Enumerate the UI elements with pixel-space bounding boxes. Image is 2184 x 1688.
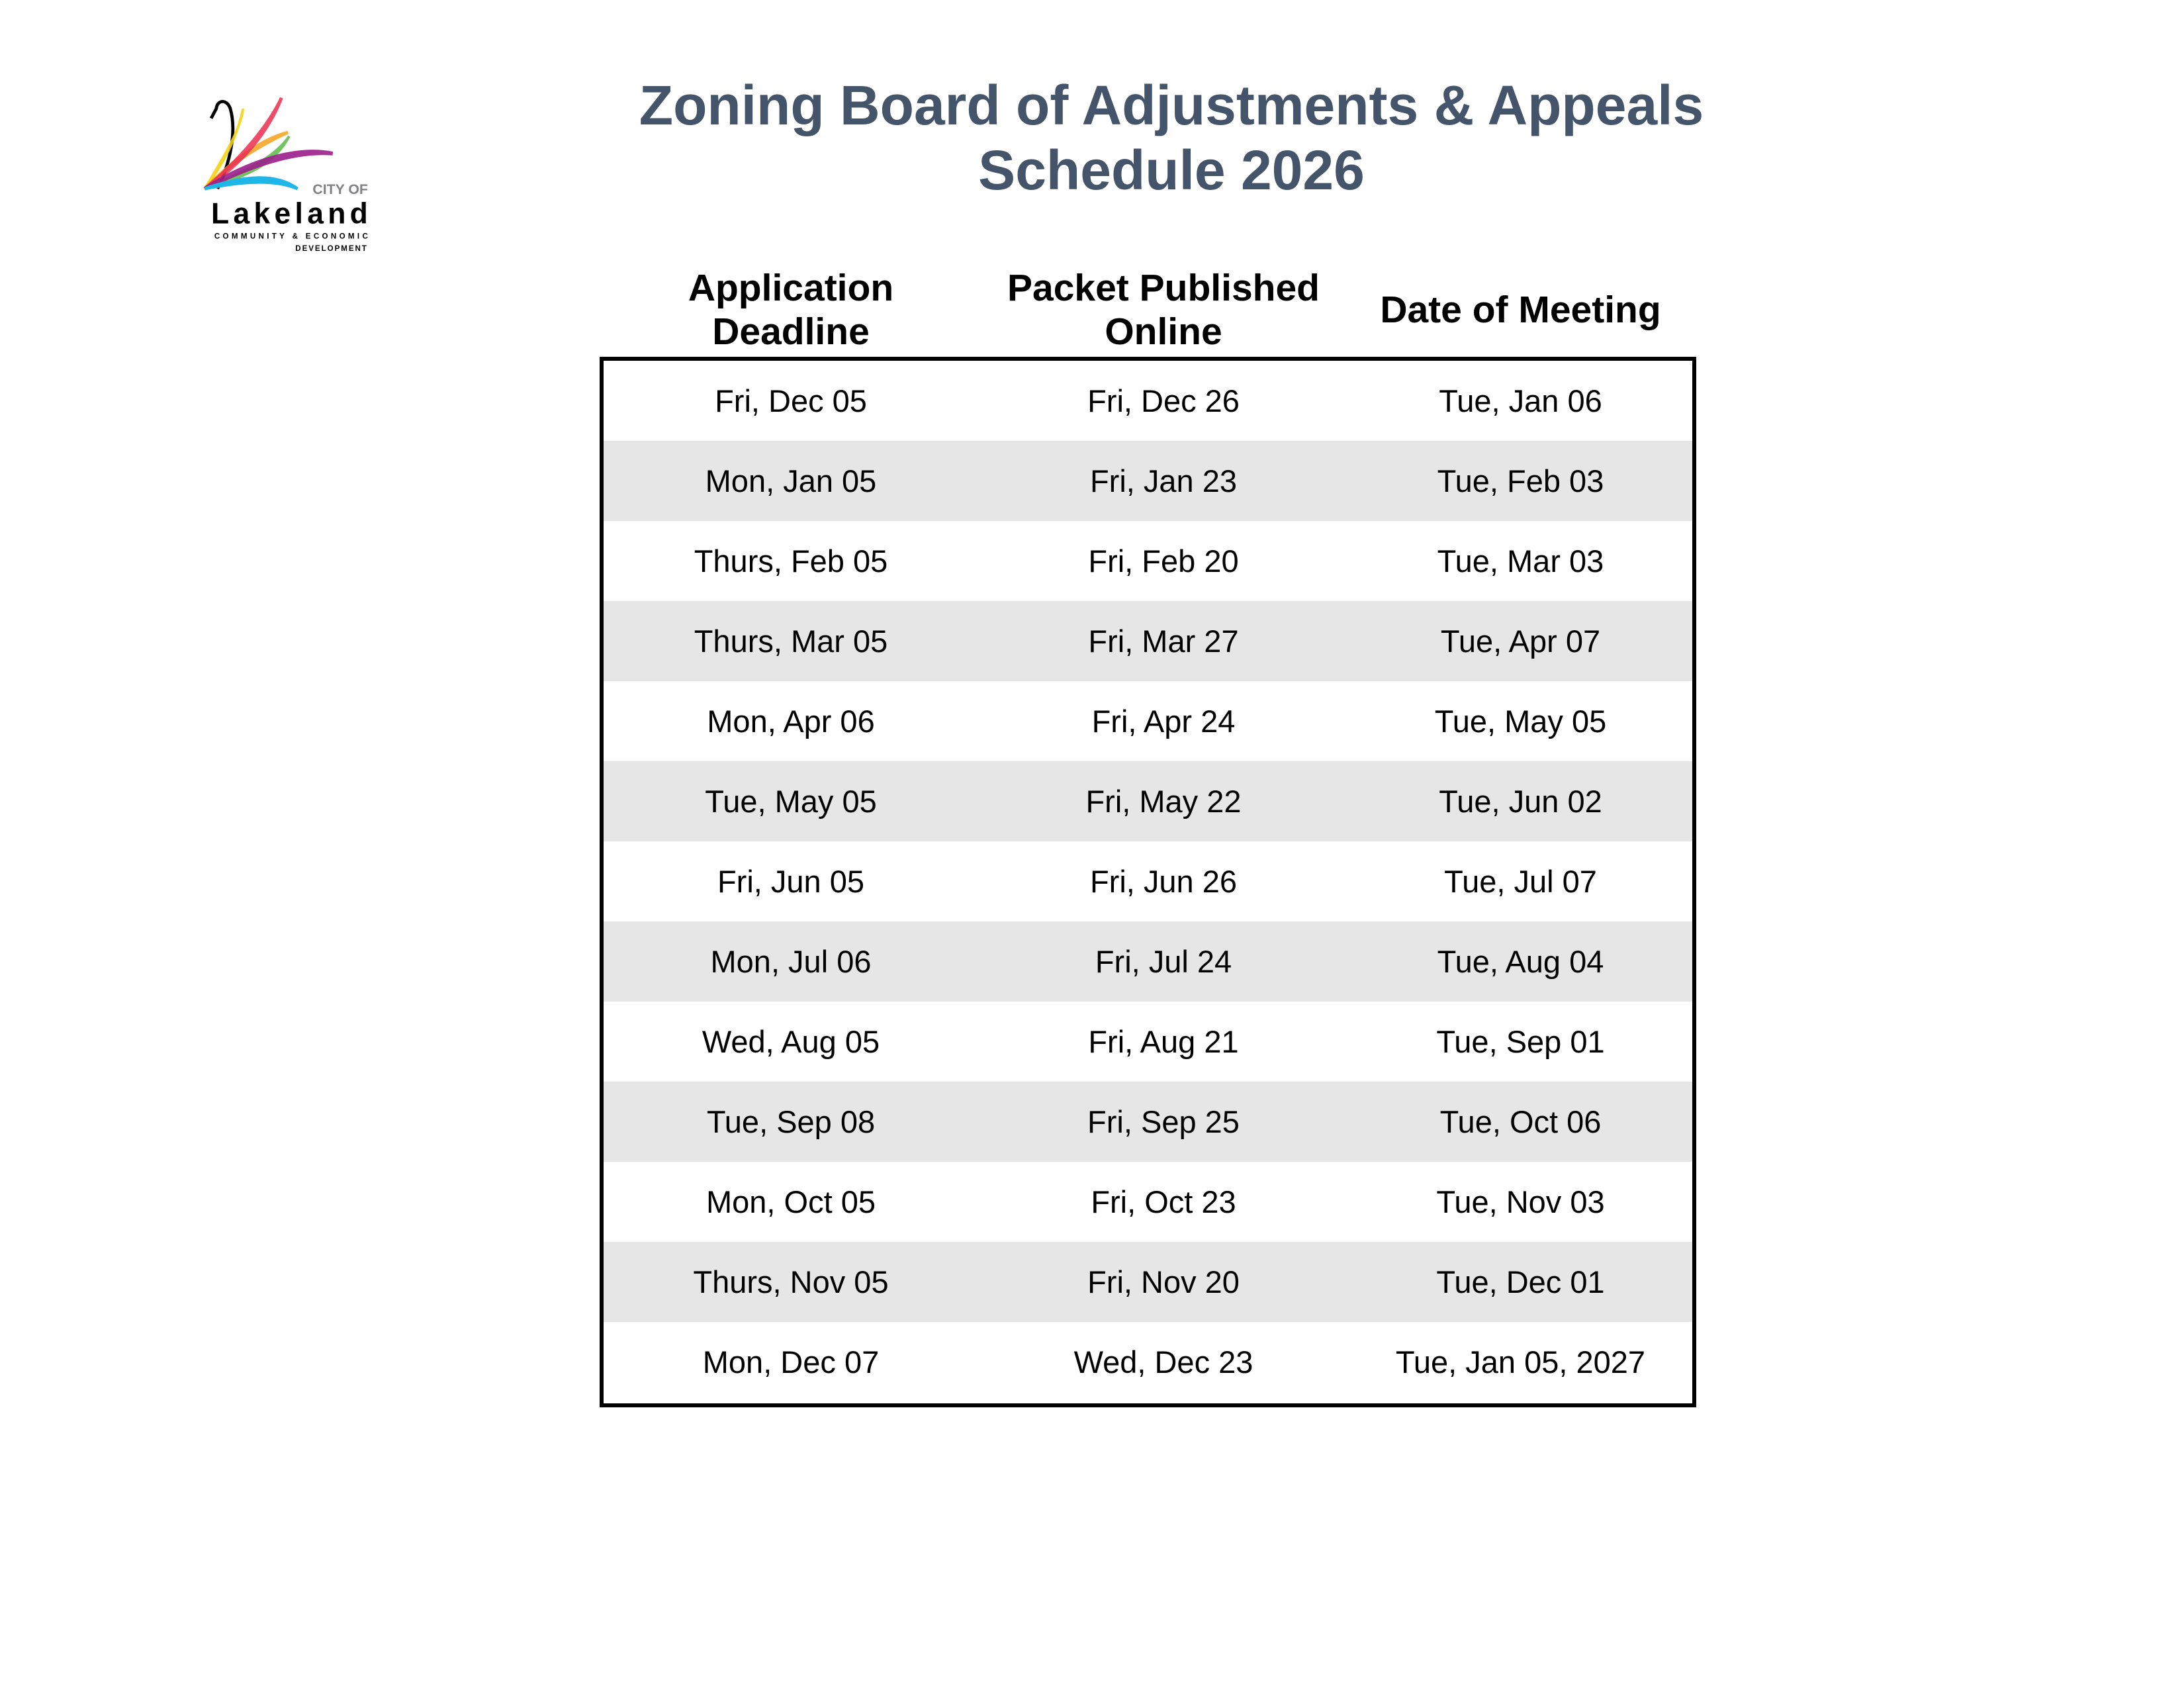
logo-development: DEVELOPMENT <box>295 244 368 253</box>
application-deadline-cell: Tue, May 05 <box>705 784 877 819</box>
title-line-1: Zoning Board of Adjustments & Appeals <box>639 74 1704 136</box>
table-row: Wed, Aug 05 Fri, Aug 21 Tue, Sep 01 <box>604 1002 1692 1082</box>
application-deadline-cell: Mon, Dec 07 <box>702 1344 880 1380</box>
packet-published-cell: Fri, Mar 27 <box>1088 624 1239 659</box>
table-row: Mon, Jul 06 Fri, Jul 24 Tue, Aug 04 <box>604 921 1692 1002</box>
meeting-date-cell: Tue, Jan 06 <box>1439 383 1602 418</box>
header-text: Date of Meeting <box>1380 288 1661 331</box>
table-row: Mon, Apr 06 Fri, Apr 24 Tue, May 05 <box>604 681 1692 761</box>
logo-community: COMMUNITY & ECONOMIC <box>214 232 369 240</box>
header-text: Deadline <box>712 310 870 353</box>
application-deadline-cell: Mon, Oct 05 <box>706 1184 876 1219</box>
page-title: Zoning Board of Adjustments & Appeals Sc… <box>463 73 1880 203</box>
meeting-date-cell: Tue, Jul 07 <box>1444 864 1597 899</box>
packet-published-cell: Fri, May 22 <box>1085 784 1242 819</box>
meeting-date-cell: Tue, Nov 03 <box>1436 1184 1605 1219</box>
application-deadline-cell: Fri, Jun 05 <box>717 864 865 899</box>
meeting-date-cell: Tue, Apr 07 <box>1440 624 1601 659</box>
header-packet-published: Packet Published Online <box>978 265 1349 354</box>
packet-published-cell: Fri, Sep 25 <box>1087 1104 1240 1139</box>
packet-published-cell: Fri, Jan 23 <box>1089 463 1238 498</box>
meeting-date-cell: Tue, Jun 02 <box>1439 784 1602 819</box>
title-line-2: Schedule 2026 <box>978 139 1365 201</box>
application-deadline-cell: Fri, Dec 05 <box>715 383 867 418</box>
table-row: Mon, Jan 05 Fri, Jan 23 Tue, Feb 03 <box>604 441 1692 521</box>
packet-published-cell: Fri, Nov 20 <box>1087 1264 1240 1299</box>
application-deadline-cell: Thurs, Nov 05 <box>693 1264 889 1299</box>
table-row: Fri, Jun 05 Fri, Jun 26 Tue, Jul 07 <box>604 841 1692 921</box>
packet-published-cell: Fri, Jul 24 <box>1095 944 1232 979</box>
meeting-date-cell: Tue, Mar 03 <box>1437 543 1604 579</box>
meeting-date-cell: Tue, May 05 <box>1434 704 1607 739</box>
packet-published-cell: Fri, Oct 23 <box>1091 1184 1236 1219</box>
application-deadline-cell: Thurs, Mar 05 <box>694 624 888 659</box>
city-of-lakeland-logo: CITY OF Lakeland COMMUNITY & ECONOMIC DE… <box>203 97 369 253</box>
table-row: Mon, Oct 05 Fri, Oct 23 Tue, Nov 03 <box>604 1162 1692 1242</box>
table-row: Mon, Dec 07 Wed, Dec 23 Tue, Jan 05, 2027 <box>604 1322 1692 1402</box>
table-row: Tue, May 05 Fri, May 22 Tue, Jun 02 <box>604 761 1692 841</box>
table-row: Thurs, Nov 05 Fri, Nov 20 Tue, Dec 01 <box>604 1242 1692 1322</box>
table-row: Thurs, Mar 05 Fri, Mar 27 Tue, Apr 07 <box>604 601 1692 681</box>
table-header: Application Deadline Packet Published Onli… <box>604 265 1692 354</box>
table-row: Tue, Sep 08 Fri, Sep 25 Tue, Oct 06 <box>604 1082 1692 1162</box>
meeting-date-cell: Tue, Jan 05, 2027 <box>1395 1344 1646 1380</box>
logo-lakeland: Lakeland <box>211 197 368 230</box>
meeting-date-cell: Tue, Sep 01 <box>1436 1024 1605 1059</box>
packet-published-cell: Fri, Dec 26 <box>1087 383 1240 418</box>
application-deadline-cell: Tue, Sep 08 <box>706 1104 876 1139</box>
packet-published-cell: Fri, Jun 26 <box>1089 864 1238 899</box>
meeting-date-cell: Tue, Oct 06 <box>1439 1104 1602 1139</box>
table-row: Fri, Dec 05 Fri, Dec 26 Tue, Jan 06 <box>604 361 1692 441</box>
header-text: Online <box>1105 310 1222 353</box>
application-deadline-cell: Wed, Aug 05 <box>702 1024 880 1059</box>
header-text: Packet Published <box>1007 266 1320 309</box>
header-application-deadline: Application Deadline <box>604 265 978 354</box>
table-row: Thurs, Feb 05 Fri, Feb 20 Tue, Mar 03 <box>604 521 1692 601</box>
schedule-table: Fri, Dec 05 Fri, Dec 26 Tue, Jan 06 Mon, Ja… <box>600 357 1696 1407</box>
packet-published-cell: Fri, Apr 24 <box>1091 704 1236 739</box>
logo-city-of: CITY OF <box>312 181 367 197</box>
application-deadline-cell: Mon, Jul 06 <box>710 944 872 979</box>
meeting-date-cell: Tue, Feb 03 <box>1437 463 1604 498</box>
packet-published-cell: Fri, Aug 21 <box>1088 1024 1239 1059</box>
header-text: Application <box>688 266 894 309</box>
application-deadline-cell: Mon, Apr 06 <box>707 704 875 739</box>
meeting-date-cell: Tue, Aug 04 <box>1437 944 1604 979</box>
meeting-date-cell: Tue, Dec 01 <box>1436 1264 1605 1299</box>
application-deadline-cell: Mon, Jan 05 <box>705 463 877 498</box>
packet-published-cell: Fri, Feb 20 <box>1088 543 1239 579</box>
application-deadline-cell: Thurs, Feb 05 <box>694 543 888 579</box>
packet-published-cell: Wed, Dec 23 <box>1073 1344 1253 1380</box>
header-date-of-meeting: Date of Meeting <box>1349 265 1692 354</box>
